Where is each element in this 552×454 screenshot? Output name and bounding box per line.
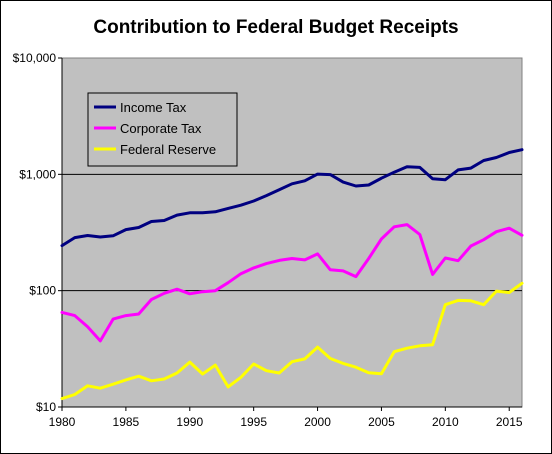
x-tick-label: 1990 (176, 415, 203, 429)
chart-title: Contribution to Federal Budget Receipts (93, 17, 459, 38)
legend: Income Tax Corporate Tax Federal Reserve (87, 92, 238, 167)
x-tick-label: 1985 (113, 415, 140, 429)
series-line-corporate-tax (60, 223, 524, 343)
y-tick-label: $10,000 (13, 51, 57, 65)
y-tick-label: $10 (36, 400, 56, 414)
x-tick-label: 2010 (432, 415, 459, 429)
x-tick-label: 1995 (240, 415, 267, 429)
legend-label: Corporate Tax (120, 121, 202, 136)
series-line-income-tax (60, 148, 524, 248)
series-lines (60, 148, 524, 401)
x-tick-label: 2005 (368, 415, 395, 429)
axes: $10 $100 $1,000 $10,000 1980 1985 1990 1995 2000… (13, 51, 523, 429)
legend-label: Income Tax (120, 100, 187, 115)
x-tick-label: 2000 (304, 415, 331, 429)
gridlines (62, 173, 522, 292)
x-tick-label: 1980 (49, 415, 76, 429)
series-line-federal-reserve (60, 281, 524, 401)
x-tick-label: 2015 (496, 415, 523, 429)
legend-label: Federal Reserve (120, 142, 216, 157)
y-tick-label: $1,000 (19, 167, 56, 181)
y-tick-label: $100 (29, 284, 56, 298)
